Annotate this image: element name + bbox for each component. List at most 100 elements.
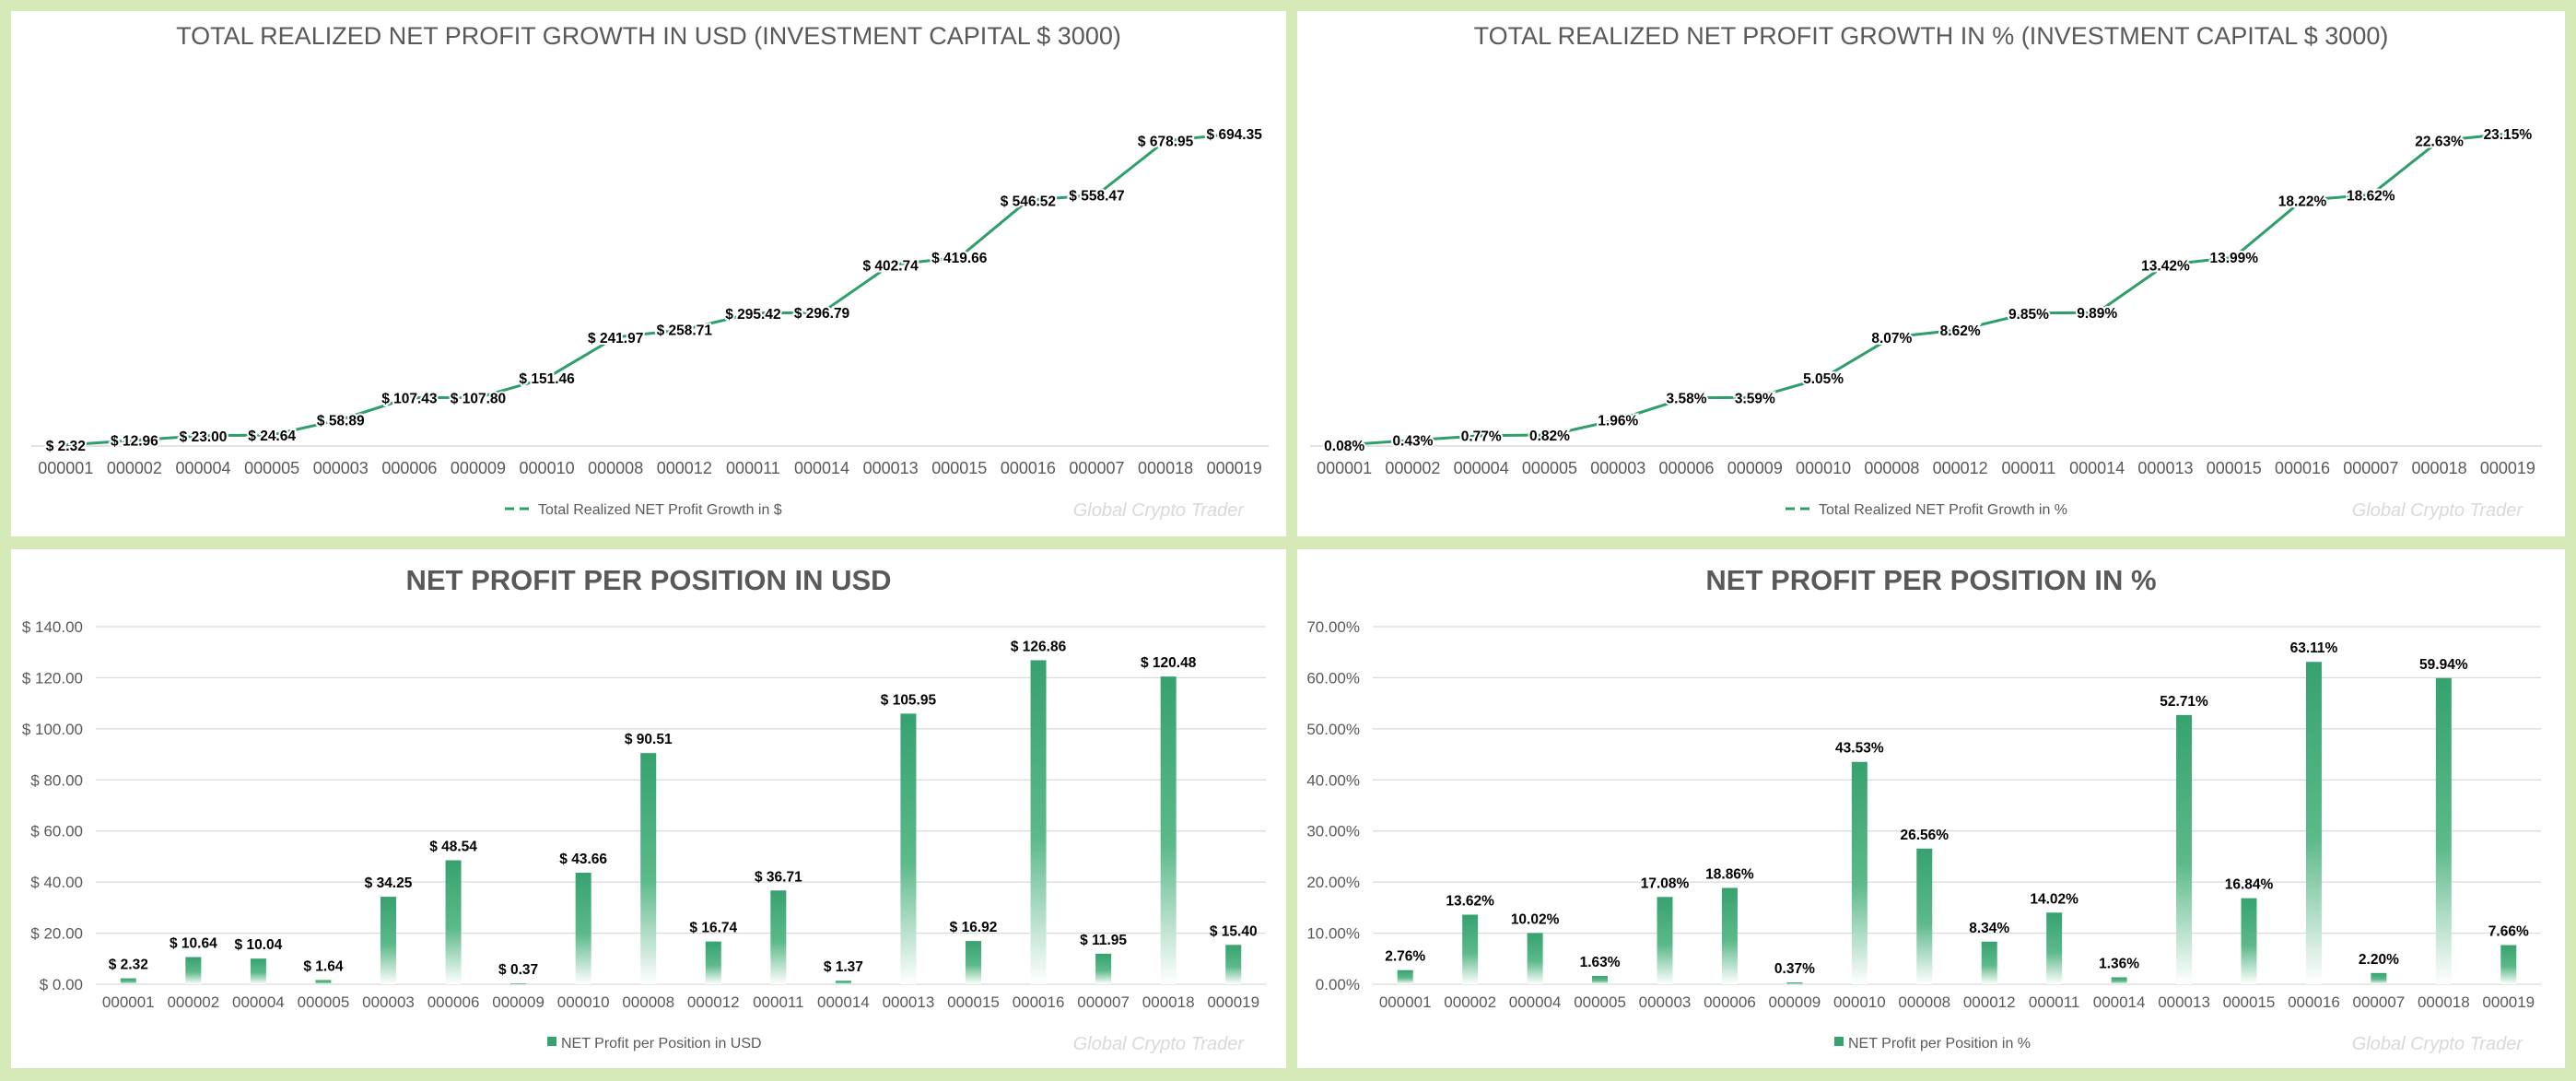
bar xyxy=(1981,941,1997,984)
data-label: 18.86% xyxy=(1705,866,1754,882)
bar xyxy=(1095,953,1112,984)
x-tick-label: 000009 xyxy=(1727,459,1783,477)
data-label: $ 2.32 xyxy=(109,958,148,973)
data-label: $ 10.04 xyxy=(235,937,283,953)
data-label: 2.76% xyxy=(1385,949,1425,965)
bar xyxy=(835,981,851,984)
data-label: 9.85% xyxy=(2008,307,2049,323)
bar xyxy=(1160,676,1177,984)
bar xyxy=(1851,761,1868,984)
x-tick-label: 000006 xyxy=(381,459,437,477)
data-label: $ 2.32 xyxy=(46,439,86,454)
x-tick-label: 000003 xyxy=(313,459,369,477)
data-point xyxy=(614,335,617,339)
x-tick-label: 000015 xyxy=(947,993,1000,1011)
data-label: 59.94% xyxy=(2419,657,2468,673)
bar xyxy=(1462,914,1479,984)
x-tick-label: 000009 xyxy=(451,459,506,477)
data-label: $ 90.51 xyxy=(625,732,673,747)
x-tick-label: 000004 xyxy=(1454,459,1509,477)
bar xyxy=(445,860,462,984)
x-tick-label: 000003 xyxy=(1639,993,1692,1011)
x-tick-label: 000014 xyxy=(2069,459,2125,477)
x-tick-label: 000014 xyxy=(794,459,849,477)
x-tick-label: 000007 xyxy=(1077,993,1130,1011)
data-point xyxy=(407,396,411,400)
data-point xyxy=(889,263,893,266)
data-label: 18.22% xyxy=(2278,194,2327,209)
data-point xyxy=(1026,198,1030,202)
data-label: 52.71% xyxy=(2160,694,2208,710)
data-label: $ 23.00 xyxy=(180,429,228,445)
data-label: $ 16.92 xyxy=(950,920,998,935)
x-tick-label: 000007 xyxy=(2353,993,2406,1011)
x-tick-label: 000005 xyxy=(298,993,350,1011)
x-tick-label: 000013 xyxy=(2137,459,2193,477)
bar xyxy=(1786,981,1803,984)
data-label: 22.63% xyxy=(2415,135,2464,150)
data-label: $ 43.66 xyxy=(559,852,607,867)
y-tick-label: $ 120.00 xyxy=(22,669,83,687)
bar xyxy=(900,713,917,984)
x-tick-label: 000018 xyxy=(2412,459,2467,477)
x-tick-label: 000011 xyxy=(726,459,780,477)
data-label: 14.02% xyxy=(2030,891,2078,907)
data-label: 63.11% xyxy=(2290,640,2338,656)
x-tick-label: 000001 xyxy=(1379,993,1432,1011)
x-tick-label: 000019 xyxy=(1207,993,1259,1011)
data-label: 0.08% xyxy=(1324,439,1364,454)
x-tick-label: 000005 xyxy=(1522,459,1577,477)
x-tick-label: 000004 xyxy=(175,459,230,477)
bar xyxy=(250,958,266,984)
bar xyxy=(185,957,202,984)
x-tick-label: 000002 xyxy=(167,993,219,1011)
data-label: 0.82% xyxy=(1529,429,1570,444)
x-tick-label: 000003 xyxy=(362,993,415,1011)
data-point xyxy=(339,417,343,421)
x-tick-label: 000016 xyxy=(1013,993,1065,1011)
x-tick-label: 000005 xyxy=(1574,993,1626,1011)
x-tick-label: 000016 xyxy=(2288,993,2340,1011)
x-tick-label: 000018 xyxy=(1138,459,1193,477)
data-point xyxy=(1095,193,1098,196)
data-point xyxy=(2369,193,2372,196)
line-chart-profit-growth-percent: TOTAL REALIZED NET PROFIT GROWTH IN % (I… xyxy=(1310,22,2542,521)
data-label: 3.59% xyxy=(1735,391,1775,406)
x-tick-label: 000009 xyxy=(492,993,544,1011)
data-point xyxy=(476,395,480,399)
data-label: $ 151.46 xyxy=(519,371,575,387)
bar xyxy=(120,978,136,984)
data-label: 9.89% xyxy=(2077,306,2117,322)
x-tick-label: 000019 xyxy=(2482,993,2535,1011)
data-point xyxy=(2301,198,2304,202)
data-point xyxy=(820,311,824,314)
bar xyxy=(1657,897,1673,984)
data-point xyxy=(1753,395,1757,399)
chart-title: NET PROFIT PER POSITION IN USD xyxy=(405,564,891,596)
data-label: 0.37% xyxy=(1774,961,1815,977)
data-label: $ 107.43 xyxy=(381,392,438,407)
data-label: $ 120.48 xyxy=(1141,655,1197,671)
x-tick-label: 000002 xyxy=(107,459,162,477)
bar xyxy=(640,753,657,984)
x-tick-label: 000008 xyxy=(1898,993,1950,1011)
data-label: 3.58% xyxy=(1667,392,1707,407)
y-tick-label: 30.00% xyxy=(1306,823,1360,840)
y-tick-label: 70.00% xyxy=(1306,618,1360,636)
legend-swatch xyxy=(547,1037,556,1046)
y-tick-label: $ 0.00 xyxy=(40,976,83,993)
data-label: 8.07% xyxy=(1871,331,1912,347)
x-tick-label: 000013 xyxy=(2158,993,2210,1011)
data-label: $ 16.74 xyxy=(689,921,737,936)
data-point xyxy=(270,433,274,437)
x-tick-label: 000002 xyxy=(1444,993,1496,1011)
bar xyxy=(1592,975,1609,984)
x-tick-label: 000009 xyxy=(1769,993,1821,1011)
x-tick-label: 000016 xyxy=(2275,459,2330,477)
data-label: $ 241.97 xyxy=(588,331,643,347)
line-chart-profit-growth-usd: TOTAL REALIZED NET PROFIT GROWTH IN USD … xyxy=(31,22,1269,521)
y-tick-label: $ 20.00 xyxy=(30,925,83,943)
data-label: 43.53% xyxy=(1835,741,1884,757)
data-point xyxy=(2027,311,2031,315)
legend-swatch xyxy=(1834,1037,1844,1046)
